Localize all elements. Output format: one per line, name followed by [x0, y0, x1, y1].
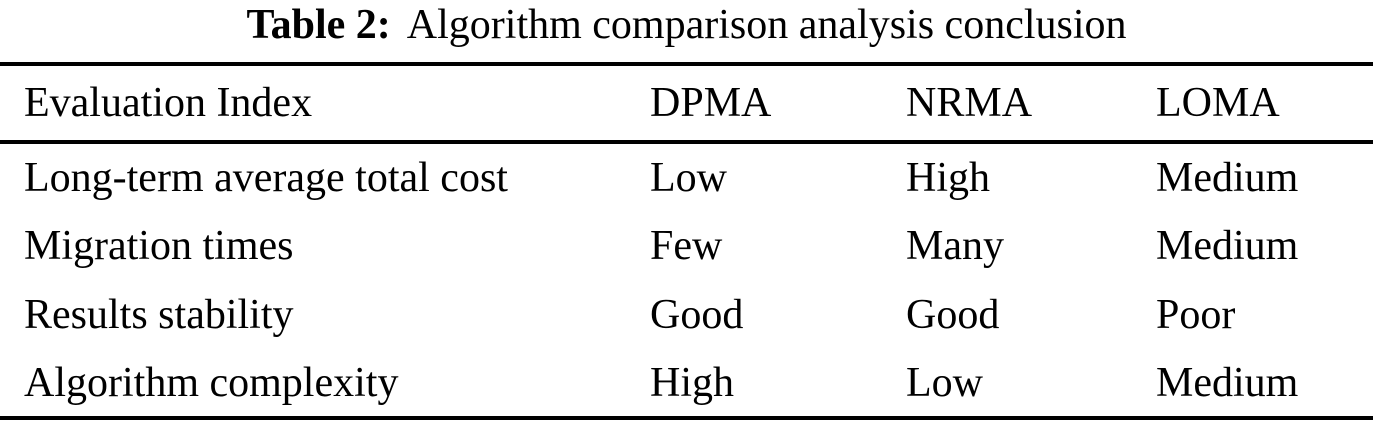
column-header-nrma: NRMA — [906, 64, 1156, 144]
table-header-row: Evaluation Index DPMA NRMA LOMA — [0, 64, 1373, 144]
table-caption-label: Table 2: — [246, 2, 391, 48]
table-row: Long-term average total cost Low High Me… — [0, 142, 1373, 211]
cell-dpma: High — [650, 359, 734, 406]
cell-nrma: High — [906, 154, 990, 201]
cell-loma: Medium — [1156, 154, 1299, 201]
cell-nrma: Good — [906, 291, 1000, 338]
cell-loma: Medium — [1156, 359, 1299, 406]
column-header-loma: LOMA — [1156, 64, 1373, 144]
table-row: Results stability Good Good Poor — [0, 280, 1373, 349]
row-label: Algorithm complexity — [24, 359, 399, 406]
comparison-table: Evaluation Index DPMA NRMA LOMA Long-ter… — [0, 62, 1373, 420]
row-label: Results stability — [24, 291, 294, 338]
cell-loma: Poor — [1156, 291, 1236, 338]
cell-nrma: Many — [906, 222, 1004, 269]
table-row: Migration times Few Many Medium — [0, 211, 1373, 280]
row-label: Long-term average total cost — [24, 154, 508, 201]
table-caption: Table 2: Algorithm comparison analysis co… — [0, 0, 1373, 58]
column-header-evaluation-index: Evaluation Index — [0, 64, 650, 144]
cell-nrma: Low — [906, 359, 983, 406]
cell-loma: Medium — [1156, 222, 1299, 269]
table-row: Algorithm complexity High Low Medium — [0, 349, 1373, 418]
cell-dpma: Few — [650, 222, 723, 269]
cell-dpma: Low — [650, 154, 727, 201]
column-header-dpma: DPMA — [650, 64, 906, 144]
cell-dpma: Good — [650, 291, 744, 338]
table-caption-text: Algorithm comparison analysis conclusion — [406, 2, 1127, 48]
row-label: Migration times — [24, 222, 294, 269]
